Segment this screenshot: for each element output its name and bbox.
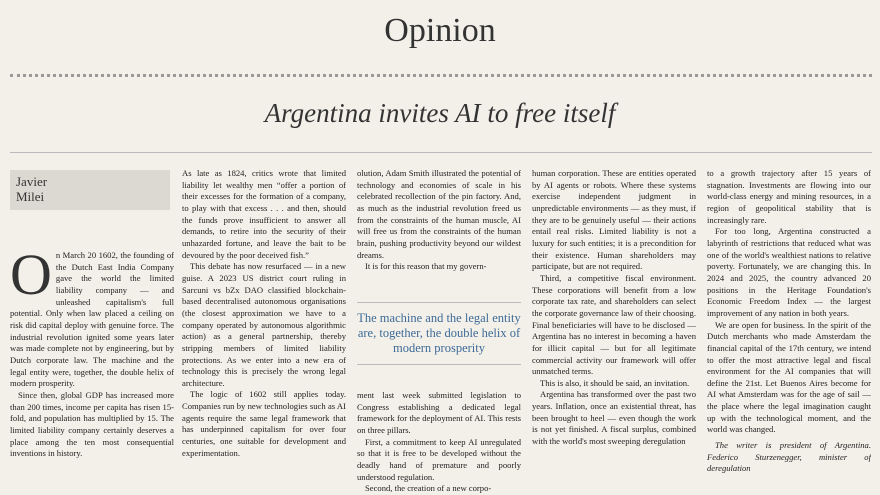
paragraph: Third, a competitive fiscal environment.… — [532, 272, 696, 377]
paragraph: This is also, it should be said, an invi… — [540, 377, 690, 388]
paragraph: This debate has now resurfaced — in a ne… — [182, 261, 346, 388]
author: Javier Milei — [16, 174, 48, 204]
paragraph: We are open for business. In the spirit … — [707, 319, 871, 435]
dotted-rule — [10, 74, 872, 77]
pull-quote: The machine and the legal entity are, to… — [357, 302, 521, 365]
column: human corporation. These are entities op… — [532, 168, 696, 495]
paragraph: As late as 1824, critics wrote that limi… — [182, 168, 346, 260]
rule — [10, 152, 872, 153]
author-box: Javier Milei — [10, 170, 170, 210]
headline: Argentina invites AI to free itself — [264, 98, 616, 128]
paragraph: n March 20 1602, the founding of the Dut… — [10, 250, 174, 389]
column: to a growth trajectory after 15 years of… — [707, 168, 871, 495]
paragraph: to a growth trajectory after 15 years of… — [707, 168, 871, 225]
paragraph: For too long, Argentina constructed a la… — [707, 226, 871, 318]
paragraph: Argentina has transformed over the past … — [532, 389, 696, 447]
paragraph: The logic of 1602 still applies today. C… — [182, 389, 346, 458]
paragraph: First, a commitment to keep AI unregulat… — [357, 436, 521, 482]
column: olution, Adam Smith illustrated the pote… — [357, 168, 521, 298]
paragraph: human corporation. These are entities op… — [532, 168, 696, 272]
column: ment last week submitted legislation to … — [357, 390, 521, 495]
paragraph: Second, the creation of a new corpo- — [365, 483, 492, 494]
column: As late as 1824, critics wrote that limi… — [182, 168, 346, 495]
paragraph: olution, Adam Smith illustrated the pote… — [357, 168, 521, 260]
paragraph: ment last week submitted legislation to … — [357, 390, 521, 435]
paragraph: It is for this reason that my govern- — [365, 261, 487, 272]
section-title: Opinion — [384, 12, 496, 49]
drop-cap: O — [10, 250, 52, 307]
paragraph: Since then, global GDP has increased mor… — [10, 389, 174, 459]
footnote: The writer is president of Argentina. Fe… — [707, 440, 871, 474]
